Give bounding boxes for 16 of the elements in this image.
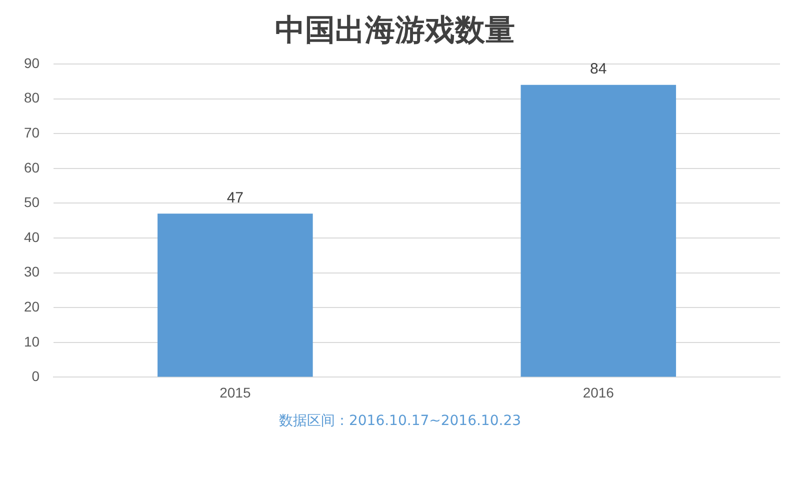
y-tick-label: 30: [24, 264, 40, 280]
chart-title: 中国出海游戏数量: [275, 12, 515, 48]
text: 数据区间：2016.10.17~2016.10.23: [278, 412, 522, 430]
y-tick-label: 80: [24, 90, 40, 106]
y-tick-label: 70: [24, 124, 40, 140]
y-tick-label: 50: [24, 194, 40, 210]
y-tick-label: 20: [24, 298, 40, 314]
y-tick-label: 90: [24, 54, 40, 71]
x-tick-label: 2015: [220, 384, 251, 400]
y-tick-label: 60: [24, 159, 40, 176]
y-tick-label: 10: [24, 333, 40, 350]
data-label: 47: [226, 189, 244, 206]
y-tick-label: 0: [32, 368, 40, 384]
x-tick-label: 2016: [582, 384, 614, 400]
y-tick-label: 40: [24, 228, 40, 245]
data-label: 84: [590, 60, 607, 78]
